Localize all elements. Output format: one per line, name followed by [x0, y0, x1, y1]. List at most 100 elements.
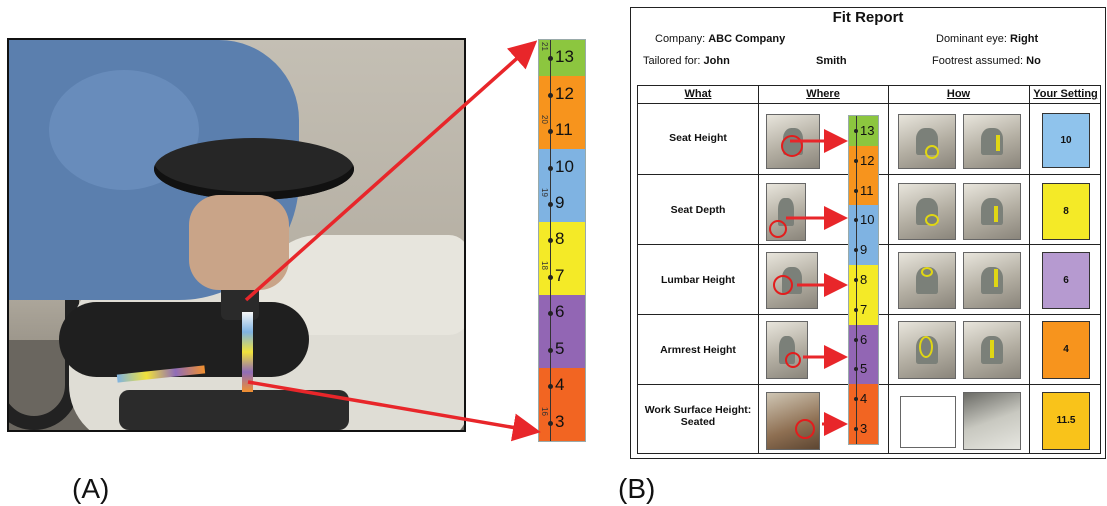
how-lumbar-height-image-1	[898, 252, 956, 309]
ruler-dot	[548, 56, 553, 62]
ruler-number: 11	[860, 182, 874, 198]
chair-base	[119, 390, 349, 430]
where-seat-height-image	[766, 114, 820, 169]
ruler-number: 13	[555, 47, 574, 67]
ruler-cm-label: 20	[539, 114, 549, 124]
ruler-segment-13: 13	[849, 116, 878, 146]
dominant-eye-info: Dominant eye: Right	[936, 33, 1038, 45]
ruler-segment-12: 12	[849, 145, 878, 176]
ruler-dot	[854, 277, 858, 282]
ruler-segment-5: 5	[849, 354, 878, 385]
ruler-number: 12	[555, 83, 574, 103]
ruler-dot	[854, 427, 858, 432]
what-seat-depth: Seat Depth	[670, 204, 726, 216]
ruler-segment-13: 13 21	[539, 40, 585, 77]
how-seat-height-image-2	[963, 114, 1021, 169]
ruler-number: 13	[860, 122, 875, 138]
highlight-circle	[919, 336, 933, 358]
highlight-bar	[996, 135, 1000, 151]
ruler-dot	[854, 337, 858, 342]
ruler-segment-3: 3 16	[539, 404, 585, 441]
ruler-dot	[548, 347, 553, 353]
ruler-dot	[854, 218, 858, 223]
ruler-number: 8	[860, 271, 868, 287]
ruler-segment-9: 9 19	[539, 185, 585, 223]
col-setting: Your Setting	[1033, 88, 1098, 100]
where-work-surface-image	[766, 392, 820, 450]
chair-shape	[980, 197, 1004, 226]
ruler-dot	[548, 238, 553, 244]
highlight-bar	[994, 269, 998, 287]
ruler-segment-4: 4	[539, 368, 585, 405]
tailored-last-info: Smith	[816, 55, 847, 67]
armrest-pad	[154, 138, 354, 200]
ruler-segment-12: 12	[539, 76, 585, 113]
ruler-number: 4	[860, 391, 868, 407]
ruler-cm-label: 16	[539, 406, 549, 416]
table-divider	[888, 86, 889, 453]
ruler-segment-6: 6	[539, 295, 585, 332]
ruler-segment-3: 3	[849, 414, 878, 444]
ruler-dot	[548, 92, 553, 98]
footrest-label: Footrest assumed:	[932, 55, 1024, 67]
what-work-surface-line1: Work Surface Height:	[644, 404, 752, 416]
ruler-segment-10: 10	[539, 149, 585, 186]
ruler-segment-6: 6	[849, 324, 878, 355]
ruler-dot	[548, 420, 553, 426]
how-seat-height-image-1	[898, 114, 956, 169]
ruler-number: 5	[555, 338, 565, 358]
ruler-number: 7	[860, 301, 868, 317]
what-seat-height: Seat Height	[669, 132, 727, 144]
footrest-value: No	[1026, 55, 1041, 67]
dominant-eye-value: Right	[1010, 33, 1039, 45]
ruler-number: 3	[860, 421, 868, 437]
ruler-number: 3	[555, 411, 565, 431]
table-divider	[758, 86, 759, 453]
dominant-eye-label: Dominant eye:	[936, 33, 1007, 45]
fit-report: Fit Report Company: ABC Company Dominant…	[630, 7, 1106, 459]
ruler-cm-label: 18	[539, 260, 549, 270]
ruler-dot	[854, 367, 858, 372]
panel-label-a: (A)	[72, 473, 110, 504]
ruler-number: 9	[555, 193, 565, 213]
ruler-number: 10	[555, 156, 574, 176]
chair-shape	[980, 266, 1004, 295]
ruler-cm-label: 21	[539, 42, 549, 51]
setting-seat-height: 10	[1042, 113, 1090, 168]
ruler-number: 6	[860, 331, 868, 347]
company-label: Company:	[655, 33, 706, 45]
table-divider	[1029, 86, 1030, 453]
report-title: Fit Report	[832, 9, 904, 26]
col-what: What	[684, 88, 712, 100]
setting-seat-depth: 8	[1042, 183, 1090, 240]
how-seat-depth-image-2	[963, 183, 1021, 240]
col-how: How	[946, 88, 971, 100]
highlight-circle	[925, 214, 939, 226]
company-info: Company: ABC Company	[655, 33, 785, 45]
measuring-strip-vertical	[242, 312, 253, 392]
ruler-segment-8: 8	[849, 265, 878, 295]
ruler-dot	[548, 129, 553, 135]
highlight-circle	[781, 135, 803, 157]
ruler-segment-5: 5	[539, 331, 585, 369]
ruler-segment-7: 7 18	[539, 258, 585, 296]
ruler-small: 13 12 11 10 9 8 7 6 5 4 3	[848, 115, 879, 445]
ruler-dot	[854, 128, 858, 133]
where-armrest-height-image	[766, 321, 808, 379]
photo-hand	[189, 195, 289, 290]
how-seat-depth-image-1	[898, 183, 956, 240]
tailored-last: Smith	[816, 55, 847, 67]
highlight-circle	[795, 419, 815, 439]
ruler-number: 4	[555, 375, 565, 395]
where-lumbar-height-image	[766, 252, 818, 309]
ruler-segment-7: 7	[849, 294, 878, 325]
ruler-segment-10: 10	[849, 205, 878, 236]
highlight-circle	[925, 145, 939, 159]
company-value: ABC Company	[708, 33, 786, 45]
ruler-dot	[854, 248, 858, 253]
tailored-first: John	[703, 55, 730, 67]
ruler-number: 9	[860, 242, 868, 258]
highlight-circle	[773, 275, 793, 295]
ruler-number: 7	[555, 265, 565, 285]
chair-photo	[7, 38, 466, 432]
